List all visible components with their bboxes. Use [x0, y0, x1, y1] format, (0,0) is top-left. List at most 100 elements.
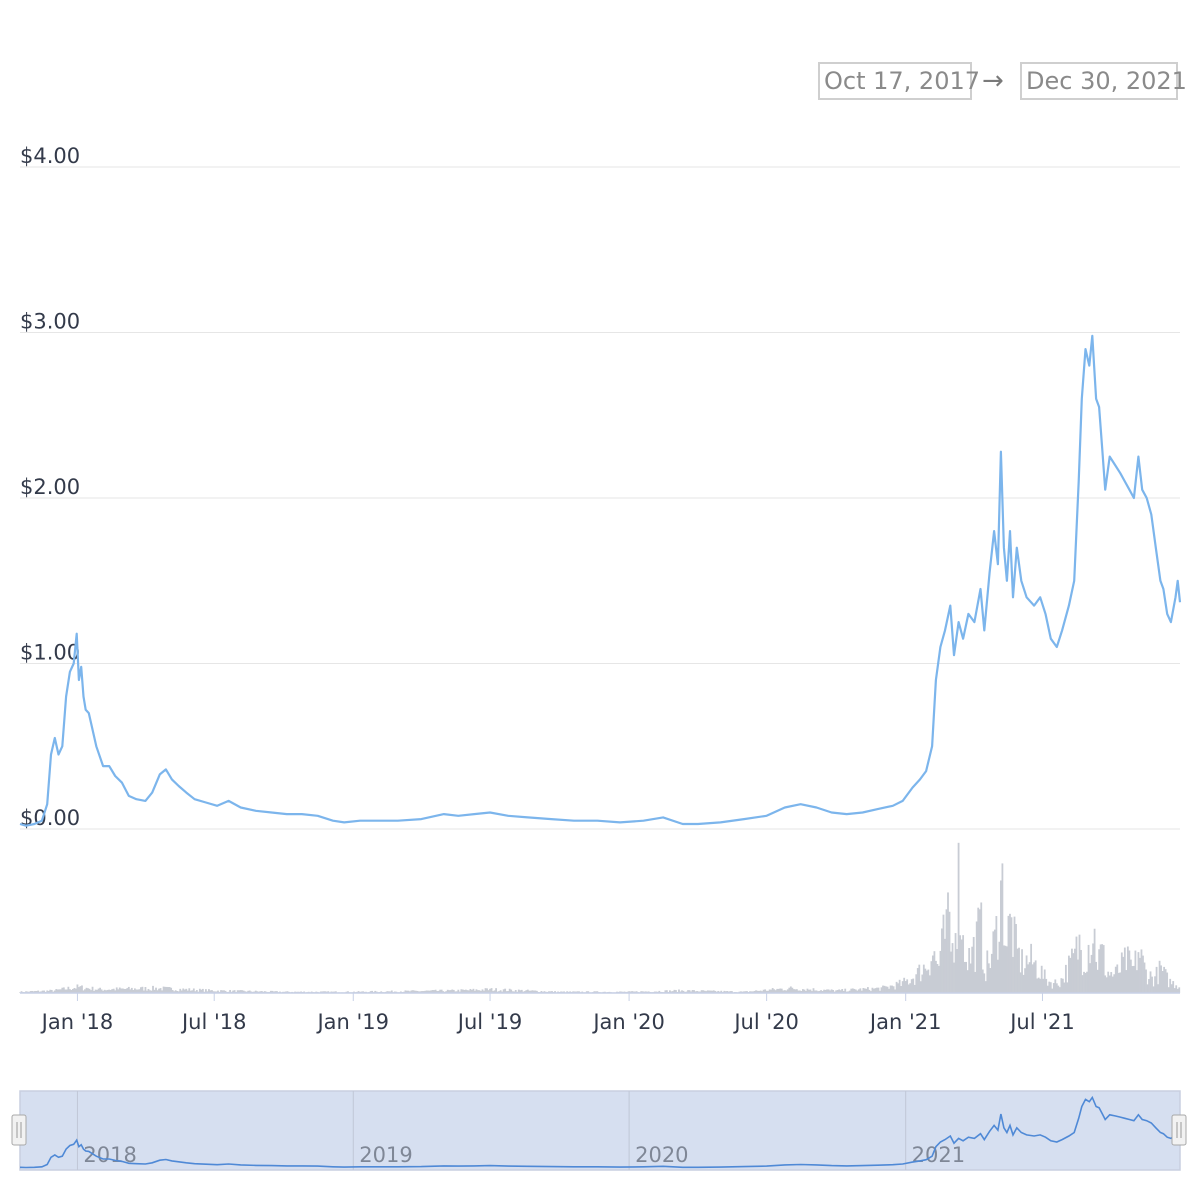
range-to-input[interactable]: Dec 30, 2021	[1020, 62, 1187, 100]
volume-bar	[669, 990, 671, 993]
volume-bar	[112, 988, 115, 993]
volume-bar	[534, 990, 537, 993]
volume-bar	[220, 990, 222, 993]
volume-bar	[1113, 974, 1116, 993]
volume-bar	[808, 989, 810, 993]
volume-bar	[892, 986, 895, 993]
volume-bar	[180, 990, 183, 993]
volume-bar	[244, 991, 247, 993]
volume-bar	[1158, 960, 1161, 993]
volume-bar	[322, 991, 325, 993]
volume-bar	[464, 989, 467, 993]
volume-bar	[815, 990, 818, 993]
volume-bar	[53, 990, 56, 993]
volume-bar	[619, 991, 621, 993]
volume-bar	[1178, 987, 1181, 993]
volume-bar	[578, 991, 581, 993]
volume-bar	[969, 963, 972, 993]
volume-bar	[1151, 976, 1153, 993]
volume-bar	[152, 985, 154, 993]
volume-bar	[885, 986, 887, 993]
volume-bar	[133, 988, 136, 993]
volume-bar	[274, 991, 277, 993]
volume-bar	[791, 987, 794, 993]
volume-bar	[820, 990, 822, 993]
volume-bar	[201, 988, 204, 993]
volume-bar	[783, 990, 786, 993]
volume-bar	[150, 990, 153, 993]
volume-bar	[765, 990, 768, 993]
volume-bar	[135, 989, 138, 993]
volume-bar	[876, 987, 878, 993]
volume-bar	[675, 990, 677, 993]
volume-bar	[696, 991, 699, 993]
volume-bar	[678, 989, 680, 993]
x-tick-label: Jan '18	[40, 1010, 114, 1034]
volume-bar	[65, 989, 68, 993]
navigator-right-handle[interactable]	[1171, 1114, 1187, 1146]
volume-bar	[132, 990, 135, 993]
volume-bar	[779, 988, 782, 993]
navigator-tick-label: 2020	[635, 1143, 688, 1167]
volume-bar	[165, 986, 168, 993]
volume-bar	[186, 990, 189, 993]
navigator[interactable]: 2018 2019 2020 2021	[11, 1090, 1187, 1171]
volume-bar	[647, 991, 650, 993]
volume-bar	[1160, 965, 1163, 993]
volume-bar	[641, 991, 644, 993]
volume-bar	[75, 988, 77, 993]
volume-bar	[410, 990, 413, 993]
volume-bar	[194, 991, 197, 993]
volume-bar	[156, 990, 159, 993]
volume-bar	[975, 921, 978, 993]
volume-bar	[229, 989, 231, 993]
volume-bar	[823, 989, 825, 993]
volume-bar	[1063, 982, 1066, 993]
volume-bar	[563, 991, 566, 993]
price-line	[19, 334, 1182, 827]
volume-bar	[1027, 964, 1030, 993]
volume-bar	[773, 989, 776, 993]
volume-bar	[347, 991, 349, 993]
volume-bar	[31, 990, 33, 993]
volume-bar	[109, 990, 112, 993]
volume-bar	[986, 950, 989, 993]
volume-bar	[857, 989, 860, 993]
volume-bar	[1075, 936, 1078, 993]
volume-bar	[1007, 915, 1010, 993]
volume-bar	[907, 984, 910, 993]
volume-bar	[153, 989, 156, 993]
volume-bar	[214, 991, 216, 993]
volume-bar	[1031, 964, 1034, 993]
x-tick-label: Jul '21	[1008, 1010, 1075, 1034]
volume-bar	[205, 989, 207, 993]
volume-bar	[236, 990, 239, 993]
navigator-left-handle[interactable]	[11, 1114, 27, 1146]
volume-bar	[740, 991, 742, 993]
volume-bar	[963, 961, 966, 993]
volume-bar	[327, 991, 330, 993]
volume-bar	[1081, 975, 1084, 993]
volume-bar	[1036, 978, 1039, 993]
volume-bar	[1001, 863, 1004, 993]
volume-bar	[694, 991, 697, 993]
volume-bar	[111, 989, 114, 993]
volume-bar	[540, 991, 543, 993]
volume-bar	[992, 931, 995, 993]
volume-bar	[1157, 984, 1159, 993]
volume-bar	[928, 975, 931, 993]
volume-bar	[1069, 957, 1072, 993]
range-from-input[interactable]: Oct 17, 2017	[818, 62, 980, 100]
volume-bar	[254, 990, 257, 993]
volume-bar	[859, 988, 862, 993]
volume-bar	[640, 991, 643, 993]
volume-bar	[950, 951, 952, 993]
volume-bar	[248, 990, 251, 993]
volume-bar	[1154, 976, 1156, 993]
volume-bar	[457, 989, 460, 993]
volume-bar	[904, 981, 907, 993]
volume-bar	[87, 988, 89, 993]
volume-bar	[792, 989, 795, 993]
volume-bar	[818, 990, 821, 993]
volume-bar	[115, 987, 118, 993]
